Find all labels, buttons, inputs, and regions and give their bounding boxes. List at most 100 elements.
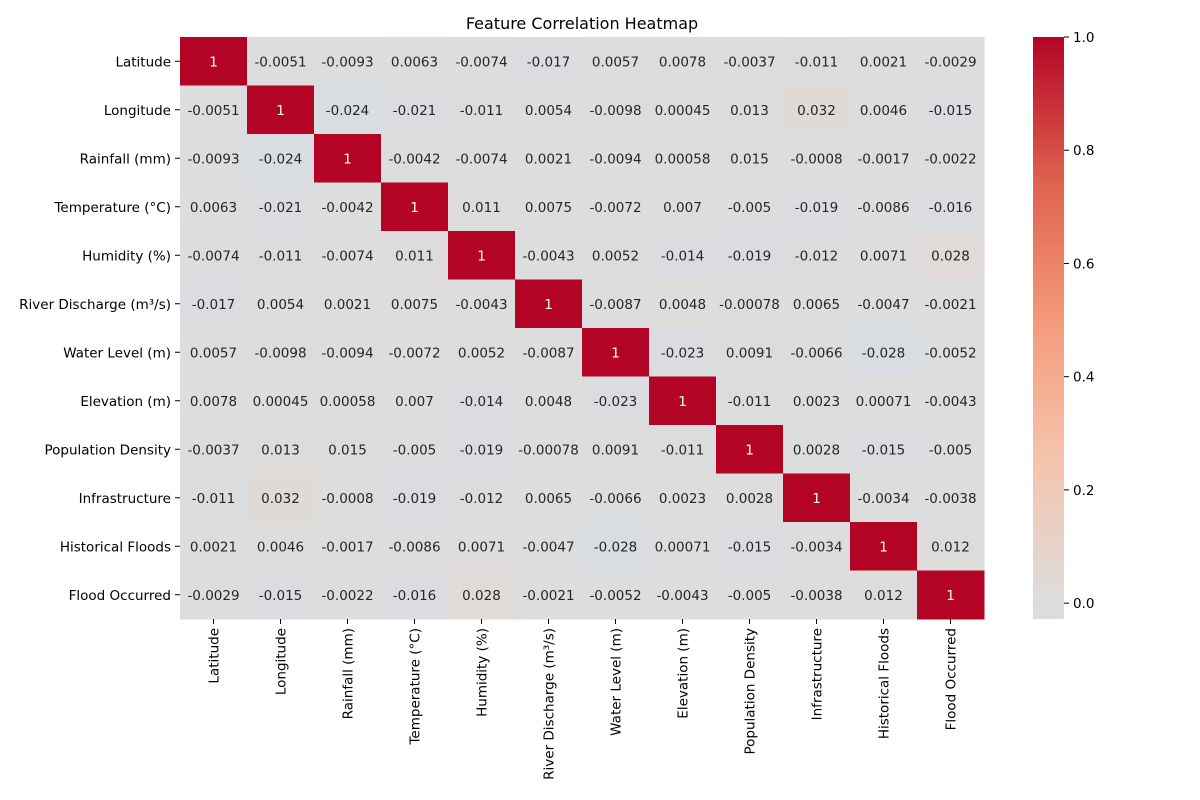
heatmap-cell-label: 0.00058 (320, 394, 376, 410)
heatmap-cell (917, 473, 985, 523)
heatmap-cell-label: -0.0066 (589, 491, 641, 507)
heatmap-cell-label: 0.0065 (525, 491, 572, 507)
heatmap-cell-label: -0.0022 (924, 151, 976, 167)
heatmap-cell (783, 570, 851, 620)
heatmap-cell (716, 425, 784, 474)
heatmap-cell (314, 376, 382, 426)
heatmap-cell (247, 376, 315, 426)
heatmap-cell (314, 570, 382, 620)
x-tick-label-humidity: Humidity (%) (475, 628, 491, 717)
heatmap-cell-label: -0.0038 (924, 491, 976, 507)
colorbar-tick-label: 0.6 (1073, 256, 1094, 272)
heatmap-cell (448, 473, 516, 523)
heatmap-cell-label: -0.005 (728, 200, 772, 216)
heatmap-cell (314, 231, 382, 280)
heatmap-cell-label: -0.028 (594, 539, 638, 555)
heatmap-cell (247, 37, 315, 86)
heatmap-cell-label: 0.0048 (659, 297, 706, 313)
heatmap-cell (783, 425, 851, 474)
heatmap-cell-label: -0.0008 (321, 491, 373, 507)
heatmap-cell (448, 328, 516, 377)
heatmap-cell (649, 182, 717, 232)
heatmap-cell (180, 328, 248, 377)
heatmap-cell (448, 279, 516, 329)
heatmap-cell-label: -0.023 (594, 394, 638, 410)
heatmap-cell (850, 328, 918, 377)
heatmap-cell-label: -0.015 (862, 442, 906, 458)
heatmap-cell (448, 522, 516, 571)
heatmap-cell (582, 522, 650, 571)
heatmap-cell-label: 1 (678, 394, 687, 410)
heatmap-cell (783, 279, 851, 329)
heatmap-cell (180, 473, 248, 523)
heatmap-cell (850, 37, 918, 86)
heatmap-cell (314, 425, 382, 474)
heatmap-cell-label: -0.0042 (388, 151, 440, 167)
heatmap-cell (649, 570, 717, 620)
heatmap-cell-label: -0.005 (929, 442, 973, 458)
heatmap-cell-label: 1 (477, 248, 486, 264)
heatmap-cell (515, 37, 583, 86)
heatmap-cell-label: -0.011 (259, 248, 303, 264)
heatmap-cell (917, 279, 985, 329)
heatmap-cell-label: 0.00058 (655, 151, 711, 167)
heatmap-cell-label: -0.017 (527, 54, 571, 70)
heatmap-cell (582, 85, 650, 135)
heatmap-cell-label: -0.012 (795, 248, 839, 264)
heatmap-cell (381, 522, 449, 571)
heatmap-cell (381, 376, 449, 426)
heatmap-cell (381, 85, 449, 135)
x-tick-label-flood-occurred: Flood Occurred (944, 628, 960, 730)
heatmap-cell (917, 134, 985, 183)
heatmap-cell (582, 328, 650, 377)
heatmap-cell (381, 425, 449, 474)
heatmap-cell (515, 522, 583, 571)
heatmap-cell-label: 0.013 (730, 103, 769, 119)
y-tick-label-flood-occurred: Flood Occurred (69, 588, 171, 604)
heatmap-cell-label: 0.0023 (659, 491, 706, 507)
heatmap-cell (247, 328, 315, 377)
heatmap-cell (582, 570, 650, 620)
y-tick-label-longitude: Longitude (104, 103, 171, 119)
heatmap-cell-label: -0.0017 (321, 539, 373, 555)
heatmap-cell-label: 0.015 (730, 151, 769, 167)
y-tick-label-rainfall-mm: Rainfall (mm) (80, 151, 171, 167)
heatmap-cell (180, 279, 248, 329)
heatmap-cell (180, 134, 248, 183)
y-tick-label-population-density: Population Density (44, 442, 171, 458)
heatmap-cell (448, 231, 516, 280)
x-tick-label-historical-floods: Historical Floods (877, 628, 893, 739)
heatmap-cell (180, 376, 248, 426)
heatmap-cell (180, 522, 248, 571)
heatmap-cell (180, 570, 248, 620)
heatmap-cell (783, 134, 851, 183)
heatmap-cell-label: -0.0043 (656, 588, 708, 604)
heatmap-cell (582, 425, 650, 474)
heatmap-cell-label: 0.0028 (726, 491, 773, 507)
colorbar-tick-label: 0.2 (1073, 483, 1094, 499)
heatmap-cell-label: 0.0052 (458, 345, 505, 361)
heatmap-cell (515, 570, 583, 620)
heatmap-cell-label: -0.0029 (924, 54, 976, 70)
heatmap-cell (381, 570, 449, 620)
heatmap-cell-label: -0.0074 (455, 151, 507, 167)
y-tick-label-humidity: Humidity (%) (82, 248, 171, 264)
heatmap-cell-label: 0.0052 (592, 248, 639, 264)
y-tick-label-temperature-c: Temperature (°C) (53, 200, 171, 216)
y-axis-tick-labels: Latitude Longitude Rainfall (mm) Temperatur… (19, 54, 180, 604)
x-tick-label-population-density: Population Density (743, 628, 759, 755)
heatmap-cell (314, 134, 382, 183)
heatmap-cell-label: -0.028 (862, 345, 906, 361)
heatmap-cell (716, 182, 784, 232)
heatmap-cell (917, 522, 985, 571)
heatmap-cell-label: -0.0052 (924, 345, 976, 361)
heatmap-cell (314, 279, 382, 329)
heatmap-cell-label: -0.0043 (522, 248, 574, 264)
heatmap-cell-label: -0.011 (460, 103, 504, 119)
heatmap-cell-label: -0.0043 (455, 297, 507, 313)
heatmap-cell (448, 182, 516, 232)
heatmap-cell-label: 0.0046 (257, 539, 304, 555)
heatmap-cell (180, 425, 248, 474)
y-tick-label-elevation-m: Elevation (m) (80, 394, 171, 410)
heatmap-cell (850, 279, 918, 329)
